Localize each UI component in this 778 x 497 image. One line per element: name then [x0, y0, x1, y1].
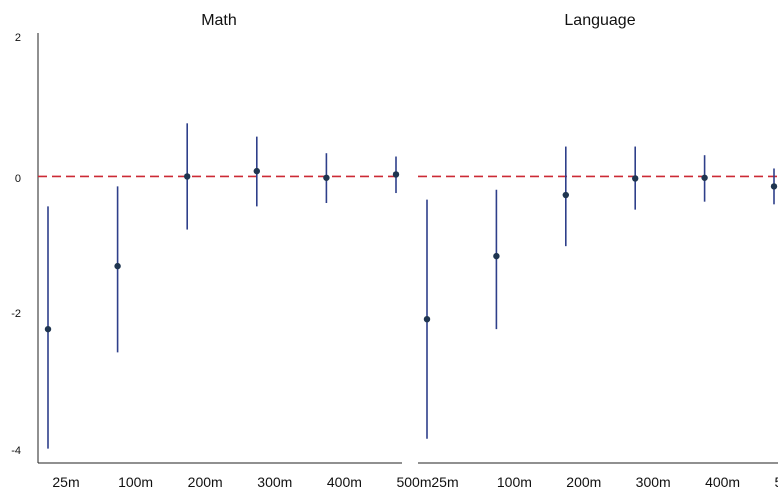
data-point: [44, 325, 52, 333]
x-tick-label: 25m: [431, 474, 458, 490]
data-point: [392, 171, 400, 178]
x-tick-label: 100m: [118, 474, 153, 490]
x-tick-label: 300m: [257, 474, 292, 490]
panel-title-language: Language: [564, 12, 635, 29]
data-point: [562, 191, 569, 199]
panel-language: Language 25m 100m 200m 300m 400m 500m: [418, 12, 778, 490]
x-tick-label: 25m: [52, 474, 79, 490]
data-point: [423, 316, 431, 323]
data-point: [323, 174, 330, 181]
y-axis: 2 0 -2 -4: [11, 32, 21, 457]
x-tick-label: 400m: [327, 474, 362, 490]
data-point: [493, 252, 500, 260]
y-tick-label: -2: [11, 308, 21, 320]
y-tick-label: 2: [15, 32, 21, 44]
data-point: [114, 262, 121, 270]
data-point: [770, 183, 778, 190]
x-tick-label: 500m: [774, 474, 778, 490]
x-tick-label: 300m: [636, 474, 671, 490]
y-tick-label: -4: [11, 445, 21, 457]
data-point: [253, 167, 260, 175]
y-tick-label: 0: [15, 173, 21, 185]
x-tick-label: 100m: [497, 474, 532, 490]
panel-title-math: Math: [201, 12, 237, 29]
x-tick-label: 400m: [705, 474, 740, 490]
data-point: [632, 175, 639, 182]
x-tick-label: 500m: [396, 474, 431, 490]
panel-math: Math 25m 100m 200m 300m 400m 500m: [37, 12, 432, 490]
data-point: [184, 173, 191, 180]
data-point: [701, 174, 708, 181]
x-tick-label: 200m: [566, 474, 601, 490]
x-tick-label: 200m: [188, 474, 223, 490]
